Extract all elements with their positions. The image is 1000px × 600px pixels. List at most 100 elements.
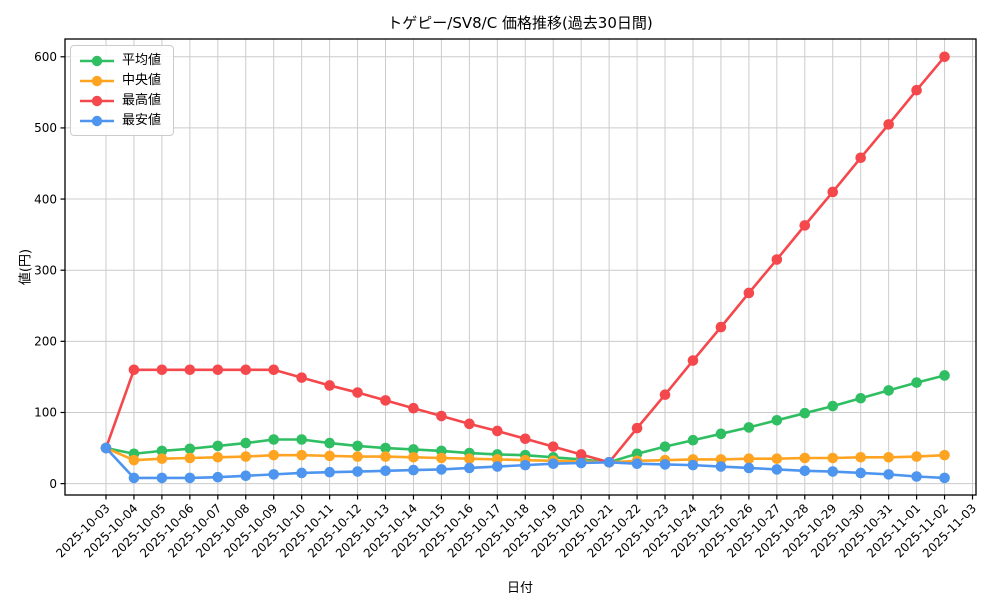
- x-axis-label: 日付: [506, 581, 534, 596]
- data-point: [687, 434, 699, 446]
- data-point: [939, 449, 950, 461]
- data-point: [184, 452, 196, 464]
- data-point: [240, 470, 252, 482]
- data-point: [687, 459, 699, 471]
- chart-title: トゲピー/SV8/C 価格推移(過去30日間): [387, 14, 653, 32]
- data-point: [156, 472, 168, 484]
- data-point: [296, 434, 307, 445]
- data-point: [240, 451, 252, 462]
- y-tick-label: 500: [34, 121, 57, 135]
- legend-marker-average: [80, 55, 114, 66]
- data-point: [436, 452, 447, 464]
- data-point: [771, 464, 783, 475]
- legend-marker-max: [80, 95, 114, 106]
- data-point: [715, 321, 727, 333]
- legend-marker-min: [80, 115, 114, 126]
- data-point: [799, 465, 811, 477]
- data-point: [380, 442, 391, 454]
- data-point: [100, 442, 112, 454]
- data-point: [212, 451, 224, 463]
- data-point: [631, 458, 643, 469]
- data-point: [156, 453, 168, 465]
- data-point: [464, 418, 475, 430]
- data-point: [883, 119, 894, 130]
- data-point: [911, 84, 922, 96]
- data-point: [743, 287, 755, 299]
- data-point: [240, 364, 252, 376]
- data-point: [156, 364, 168, 376]
- data-point: [184, 443, 196, 455]
- data-point: [911, 377, 922, 388]
- data-point: [296, 467, 307, 479]
- legend-item: 最高値: [79, 93, 161, 108]
- legend-item: 最安値: [79, 113, 161, 128]
- data-point: [408, 451, 419, 463]
- data-point: [296, 372, 307, 383]
- data-point: [268, 449, 280, 461]
- data-point: [296, 449, 307, 461]
- data-point: [408, 464, 419, 476]
- legend-label: 最高値: [122, 93, 162, 108]
- data-point: [799, 220, 811, 231]
- data-point: [212, 471, 224, 483]
- data-point: [771, 453, 783, 465]
- data-point: [687, 355, 699, 366]
- data-point: [464, 462, 475, 474]
- data-point: [659, 389, 671, 400]
- data-point: [547, 441, 559, 452]
- data-point: [827, 400, 839, 412]
- data-point: [184, 472, 196, 484]
- data-point: [380, 451, 391, 462]
- data-point: [771, 415, 783, 426]
- data-point: [408, 402, 419, 414]
- data-point: [324, 437, 335, 449]
- data-point: [911, 451, 922, 462]
- data-point: [939, 51, 950, 63]
- data-point: [575, 457, 587, 469]
- data-point: [631, 422, 643, 434]
- data-point: [855, 467, 866, 479]
- data-point: [492, 461, 503, 472]
- data-point: [603, 456, 615, 468]
- data-point: [883, 385, 894, 396]
- data-point: [380, 465, 391, 477]
- data-point: [492, 425, 503, 437]
- data-point: [436, 410, 447, 422]
- data-point: [128, 472, 140, 484]
- data-point: [855, 152, 866, 164]
- legend-label: 最安値: [122, 113, 162, 128]
- legend-label: 平均値: [122, 53, 162, 68]
- data-point: [380, 395, 391, 406]
- data-point: [212, 364, 224, 376]
- data-point: [408, 444, 419, 455]
- data-point: [519, 459, 531, 471]
- data-point: [575, 449, 587, 460]
- data-point: [799, 452, 811, 464]
- data-point: [911, 471, 922, 482]
- data-point: [268, 364, 280, 376]
- data-point: [547, 458, 559, 469]
- y-tick-label: 300: [34, 263, 57, 277]
- legend: 平均値 中央値 最高値 最安値: [70, 45, 175, 136]
- data-point: [827, 186, 839, 198]
- data-point: [352, 440, 363, 452]
- data-point: [715, 428, 727, 440]
- data-point: [268, 434, 280, 445]
- data-point: [883, 451, 894, 463]
- data-point: [939, 472, 950, 484]
- data-point: [184, 364, 196, 376]
- data-point: [128, 454, 140, 466]
- legend-item: 中央値: [79, 73, 161, 88]
- data-point: [324, 380, 335, 391]
- y-tick-label: 600: [34, 50, 57, 64]
- data-point: [352, 466, 363, 477]
- data-point: [855, 451, 866, 463]
- legend-label: 中央値: [122, 73, 162, 88]
- y-tick-label: 200: [34, 335, 57, 349]
- data-point: [464, 453, 475, 465]
- y-tick-label: 400: [34, 192, 57, 206]
- data-point: [883, 469, 894, 480]
- data-point: [128, 364, 140, 376]
- data-point: [715, 461, 727, 472]
